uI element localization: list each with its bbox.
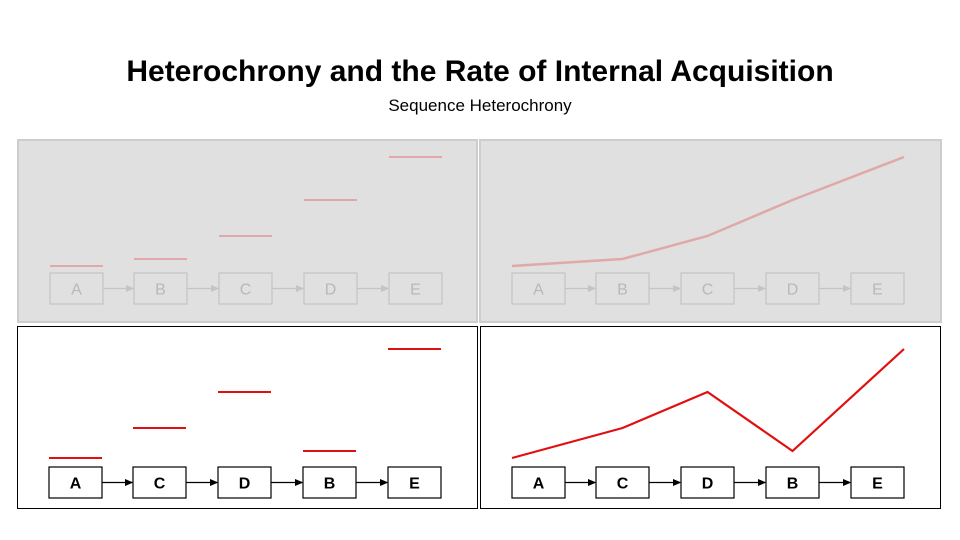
stage-box-a [511, 466, 566, 499]
stage-box-d [765, 272, 820, 305]
stage-box-e [388, 272, 443, 305]
stage-box-b [595, 272, 650, 305]
rate-line [511, 155, 905, 268]
stage-label-d: D [787, 282, 799, 299]
diagram-original-sequence-bars: A B C D E [49, 156, 443, 305]
diagram-original-sequence-line: A B C D E [511, 155, 905, 305]
stage-box-c [218, 272, 273, 305]
stage-label-e: E [872, 476, 883, 493]
stage-box-c [595, 466, 650, 499]
stage-box-e [387, 466, 442, 499]
stage-box-b [765, 466, 820, 499]
stage-box-a [49, 272, 104, 305]
stage-label-b: B [324, 476, 336, 493]
panel-original-sequence-bars: A B C D E [17, 139, 478, 323]
stage-box-e [850, 272, 905, 305]
stage-label-c: C [240, 282, 252, 299]
stage-box-c [680, 272, 735, 305]
stage-label-b: B [787, 476, 799, 493]
page-subtitle: Sequence Heterochrony [388, 96, 572, 115]
panel-original-sequence-line: A B C D E [479, 139, 942, 323]
stage-label-e: E [410, 282, 421, 299]
stage-label-d: D [702, 476, 714, 493]
stage-label-a: A [533, 282, 544, 299]
stage-label-c: C [617, 476, 629, 493]
rate-line [511, 348, 905, 460]
stage-box-d [217, 466, 272, 499]
stage-label-b: B [155, 282, 166, 299]
stage-label-a: A [533, 476, 545, 493]
stage-box-a [511, 272, 566, 305]
stage-label-c: C [154, 476, 166, 493]
page-title: Heterochrony and the Rate of Internal Ac… [126, 55, 834, 88]
stage-label-a: A [70, 476, 82, 493]
stage-label-b: B [617, 282, 628, 299]
stage-label-c: C [702, 282, 714, 299]
stage-label-e: E [409, 476, 420, 493]
stage-box-d [303, 272, 358, 305]
stage-label-a: A [71, 282, 82, 299]
stage-box-a [48, 466, 103, 499]
stage-box-c [132, 466, 187, 499]
stage-label-d: D [325, 282, 337, 299]
stage-box-b [133, 272, 188, 305]
stage-box-e [850, 466, 905, 499]
stage-label-e: E [872, 282, 883, 299]
stage-box-b [302, 466, 357, 499]
stage-label-d: D [239, 476, 251, 493]
stage-box-d [680, 466, 735, 499]
